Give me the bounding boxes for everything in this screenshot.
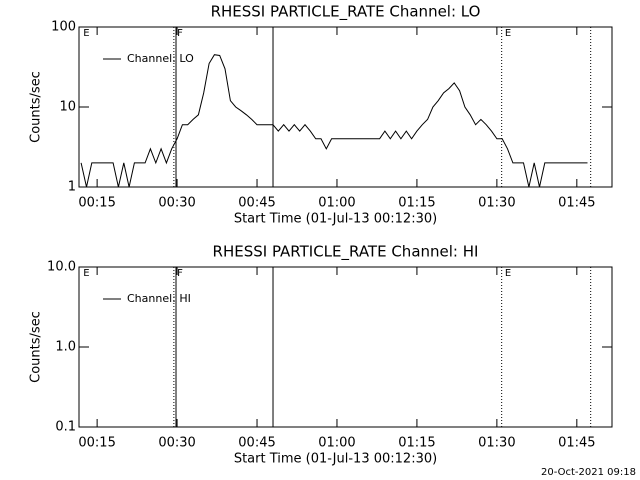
y-axis-label: Counts/sec — [29, 71, 44, 143]
x-axis-label: Start Time (01-Jul-13 00:12:30) — [234, 212, 437, 227]
x-tick-label: 01:15 — [398, 196, 435, 211]
y-tick-label: 1 — [68, 180, 76, 195]
x-tick-label: 00:15 — [78, 196, 115, 211]
x-tick-label: 00:30 — [158, 436, 195, 451]
chart-title: RHESSI PARTICLE_RATE Channel: LO — [211, 3, 481, 22]
x-tick-label: 01:30 — [478, 436, 515, 451]
y-tick-label: 1.0 — [55, 340, 76, 355]
data-line — [80, 54, 588, 188]
y-tick-label: 100 — [51, 20, 76, 35]
x-tick-label: 01:45 — [558, 436, 595, 451]
y-tick-label: 0.1 — [55, 420, 76, 435]
x-tick-label: 00:15 — [78, 436, 115, 451]
annotation: F — [177, 268, 183, 279]
x-tick-label: 01:00 — [318, 436, 355, 451]
x-tick-label: 00:45 — [238, 436, 275, 451]
annotation: E — [83, 28, 89, 39]
annotation: F — [177, 28, 183, 39]
x-tick-label: 00:45 — [238, 196, 275, 211]
x-tick-label: 01:15 — [398, 436, 435, 451]
x-tick-label: 01:00 — [318, 196, 355, 211]
x-tick-label: 01:30 — [478, 196, 515, 211]
annotation: E — [83, 268, 89, 279]
x-tick-label: 01:45 — [558, 196, 595, 211]
legend-label: Channel: LO — [127, 52, 194, 65]
footer: 20-Oct-2021 09:18 — [541, 467, 636, 478]
annotation: E — [505, 268, 511, 279]
x-tick-label: 00:30 — [158, 196, 195, 211]
legend-label: Channel: HI — [127, 292, 191, 305]
y-axis-label: Counts/sec — [29, 311, 44, 383]
chart-title: RHESSI PARTICLE_RATE Channel: HI — [213, 243, 479, 262]
annotation: E — [505, 28, 511, 39]
y-tick-label: 10.0 — [47, 260, 76, 275]
x-axis-label: Start Time (01-Jul-13 00:12:30) — [234, 452, 437, 467]
y-tick-label: 10 — [59, 100, 76, 115]
